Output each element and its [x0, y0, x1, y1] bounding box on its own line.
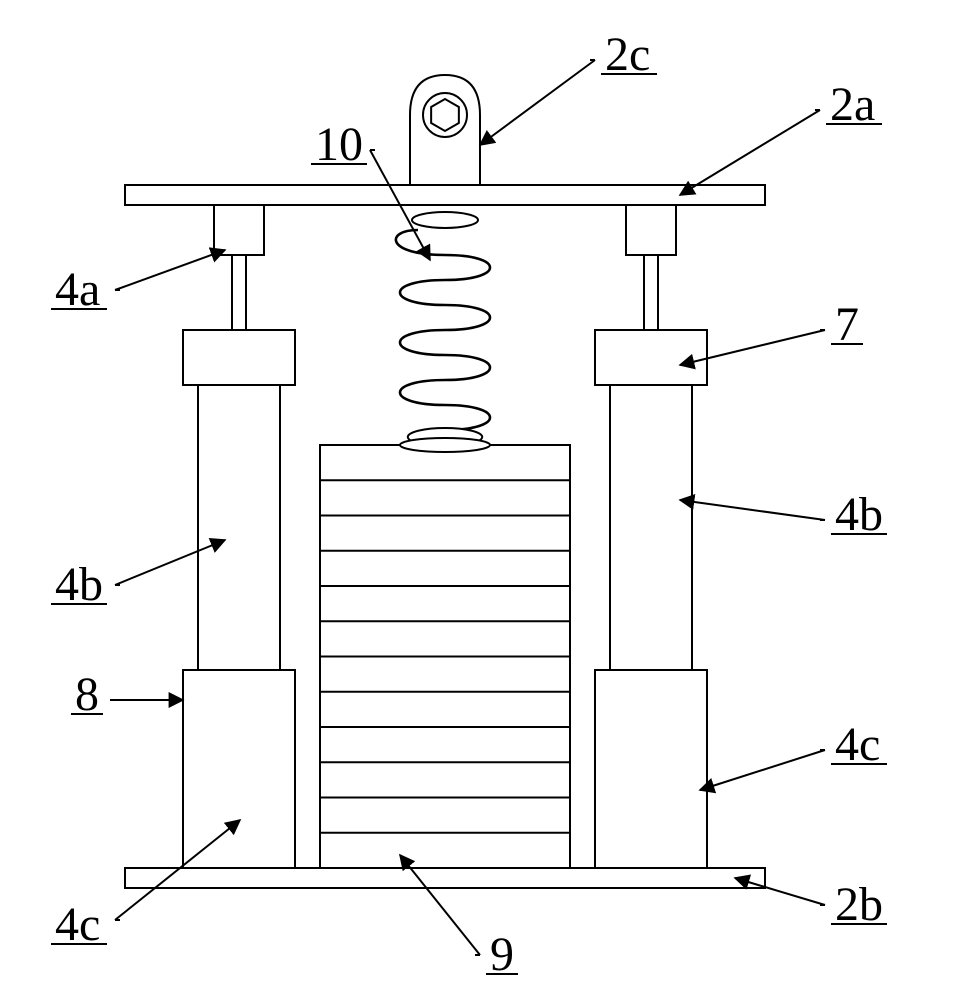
- spring-top-seat: [412, 212, 478, 228]
- label-4b_r: 4b: [835, 488, 883, 541]
- right-piston-rod: [644, 255, 658, 330]
- left-upper-cap: [183, 330, 295, 385]
- leader-2a: [680, 110, 820, 195]
- label-2b: 2b: [835, 878, 883, 931]
- label-4b_l: 4b: [55, 558, 103, 611]
- right-piston-head: [626, 205, 676, 255]
- label-10: 10: [315, 118, 363, 171]
- label-2a: 2a: [830, 78, 875, 131]
- label-8: 8: [75, 668, 99, 721]
- left-lower-cap: [183, 670, 295, 868]
- mechanical-parts: [125, 75, 765, 888]
- top-plate: [125, 185, 765, 205]
- right-upper-cap: [595, 330, 707, 385]
- hex-bolt-icon: [431, 99, 459, 131]
- label-4c_l: 4c: [55, 898, 100, 951]
- right-cylinder-body: [610, 385, 692, 670]
- label-9: 9: [490, 928, 514, 981]
- leader-2b: [735, 878, 825, 905]
- leader-4c_r: [700, 750, 825, 790]
- leader-2c: [480, 60, 595, 145]
- label-2c: 2c: [605, 28, 650, 81]
- label-4c_r: 4c: [835, 718, 880, 771]
- label-7: 7: [835, 298, 859, 351]
- engineering-diagram: 2c 2a 10 4a 7 4b 4b 8 4c 4c 9 2b: [0, 0, 957, 1000]
- left-piston-rod: [232, 255, 246, 330]
- coil-spring: [396, 230, 490, 430]
- left-cylinder-body: [198, 385, 280, 670]
- leader-4a: [115, 250, 225, 290]
- left-piston-head: [214, 205, 264, 255]
- right-lower-cap: [595, 670, 707, 868]
- bottom-plate: [125, 868, 765, 888]
- leader-4b_r: [680, 500, 825, 520]
- label-4a: 4a: [55, 263, 100, 316]
